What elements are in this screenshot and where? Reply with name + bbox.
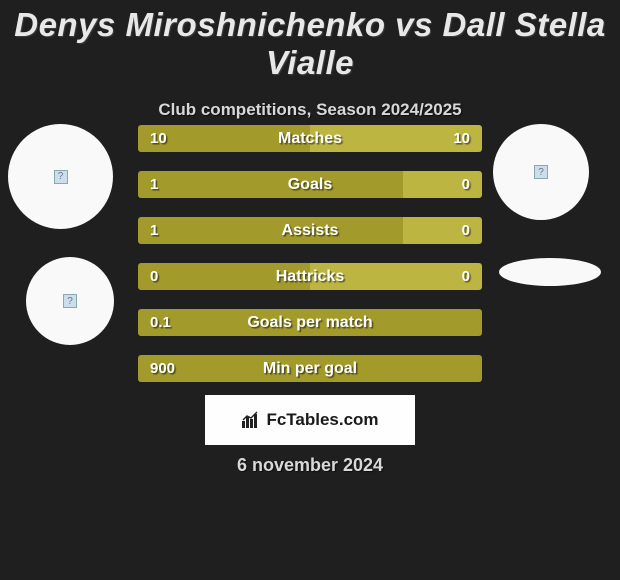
image-placeholder-icon: ? xyxy=(54,170,68,184)
bar-segment-right xyxy=(310,263,482,290)
bar-segment-left xyxy=(138,217,403,244)
bar-segment-right xyxy=(310,125,482,152)
image-placeholder-icon: ? xyxy=(534,165,548,179)
comparison-infographic: Denys Miroshnichenko vs Dall Stella Vial… xyxy=(0,0,620,580)
bar-segment-left xyxy=(138,171,403,198)
left-club-avatar: ? xyxy=(26,257,114,345)
stat-bar: Goals10 xyxy=(138,171,482,198)
stat-bar: Matches1010 xyxy=(138,125,482,152)
stat-bar: Hattricks00 xyxy=(138,263,482,290)
brand-logo-icon xyxy=(241,411,263,429)
bar-segment-left xyxy=(138,309,482,336)
brand-text: FcTables.com xyxy=(241,410,378,430)
right-club-oval xyxy=(499,258,601,286)
stat-bars: Matches1010 Goals10 Assists10 Hattricks00 Go… xyxy=(138,125,482,401)
stat-bar: Goals per match0.1 xyxy=(138,309,482,336)
brand-box: FcTables.com xyxy=(205,395,415,445)
stat-bar: Assists10 xyxy=(138,217,482,244)
bar-segment-left xyxy=(138,263,310,290)
bar-segment-right xyxy=(403,217,482,244)
subtitle: Club competitions, Season 2024/2025 xyxy=(0,100,620,120)
bar-segment-right xyxy=(403,171,482,198)
image-placeholder-icon: ? xyxy=(63,294,77,308)
right-player-avatar: ? xyxy=(493,124,589,220)
date-text: 6 november 2024 xyxy=(0,455,620,476)
stat-bar: Min per goal900 xyxy=(138,355,482,382)
brand-label: FcTables.com xyxy=(266,410,378,430)
page-title: Denys Miroshnichenko vs Dall Stella Vial… xyxy=(0,0,620,82)
left-player-avatar: ? xyxy=(8,124,113,229)
bar-segment-left xyxy=(138,125,310,152)
bar-segment-left xyxy=(138,355,482,382)
